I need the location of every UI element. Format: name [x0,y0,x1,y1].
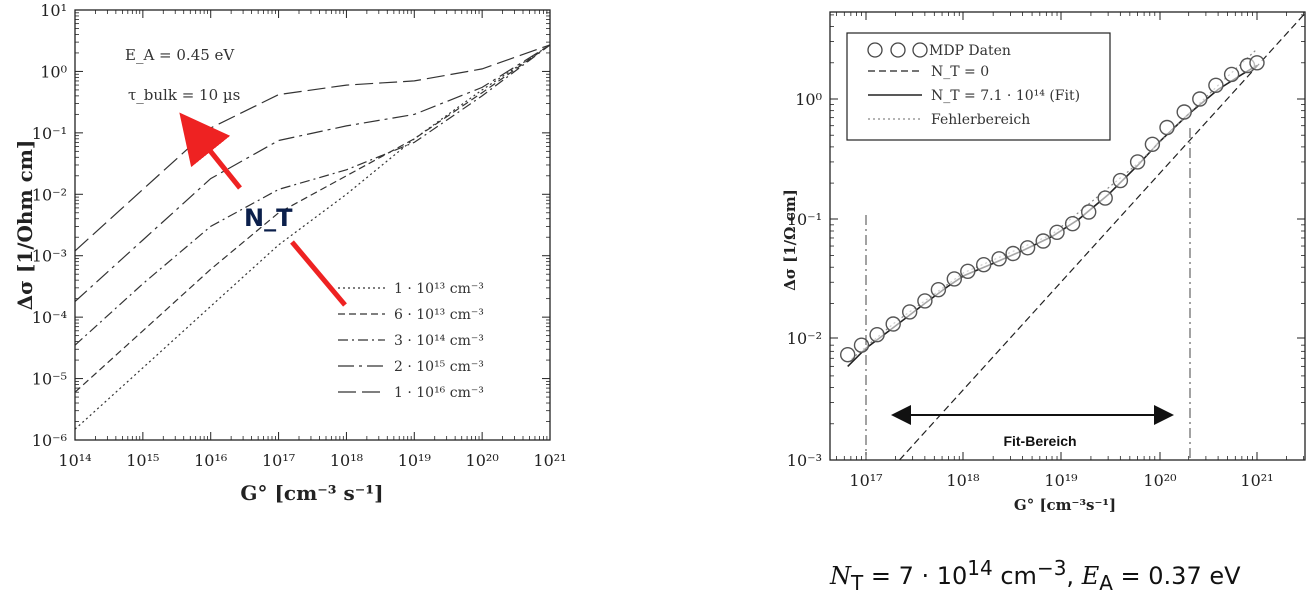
right-y-tick-label: 10⁻² [787,329,822,348]
left-x-tick-label: 10¹⁶ [194,451,227,470]
right-y-axis-label: Δσ [1/Ω cm] [781,189,799,291]
left-annotation-tau: τ_bulk = 10 µs [128,86,240,104]
left-x-tick-label: 10¹⁵ [126,451,159,470]
left-y-tick-label: 10¹ [40,1,67,20]
right-y-tick-label: 10⁰ [795,90,822,109]
fit-range-label: Fit-Bereich [1003,433,1076,449]
left-series-line [74,44,551,252]
caption-nt-subscript: T [851,570,864,595]
right-x-tick-label: 10²¹ [1240,471,1273,490]
left-y-tick-label: 10⁻⁶ [32,431,67,450]
mdp-data-point [853,337,870,353]
mdp-data-point [917,293,933,309]
mdp-data-point [1112,172,1129,189]
left-x-tick-label: 10¹⁷ [262,451,295,470]
mdp-data-point [1176,104,1192,120]
left-x-axis-label: G° [cm⁻³ s⁻¹] [240,481,383,505]
mdp-data-point [902,304,918,320]
caption-ea-value: = 0.37 eV [1112,562,1241,590]
left-y-tick-label: 10⁻⁴ [32,308,67,327]
mdp-data-point [1019,240,1036,256]
left-y-tick-label: 10⁻¹ [32,124,67,143]
left-series-line [74,44,551,346]
right-legend-label: N_T = 0 [931,64,989,80]
left-legend-label: 3 · 10¹⁴ cm⁻³ [394,333,484,349]
left-y-axis-label: Δσ [1/Ohm cm] [13,140,37,311]
left-legend-label: 1 · 10¹³ cm⁻³ [394,281,484,297]
right-chart: 10¹⁷ 10¹⁸ 10¹⁹ 10²⁰ 10²¹ 10⁻³ 10⁻² 10⁻¹ 10⁰ Fit-… [781,11,1306,514]
right-legend-label: MDP Daten [929,43,1011,59]
right-legend-circle-marker [912,42,928,58]
caption-nt-value: = 7 · 10 [863,562,968,590]
left-legend-label: 2 · 10¹⁵ cm⁻³ [394,359,484,375]
left-y-tick-label: 10⁰ [40,62,67,81]
left-x-tick-label: 10¹⁹ [398,451,432,470]
left-series-line [74,44,551,302]
right-x-tick-label: 10²⁰ [1143,471,1176,490]
right-y-tick-label: 10⁻¹ [787,210,822,229]
left-series-line [74,44,551,430]
left-legend: 1 · 10¹³ cm⁻³ 6 · 10¹³ cm⁻³ 3 · 10¹⁴ cm⁻³ 2… [338,281,484,401]
right-legend-label: N_T = 7.1 · 10¹⁴ (Fit) [931,88,1080,104]
mdp-data-point [976,257,992,273]
nt-label: N_T [244,204,293,232]
mdp-data-point [1192,91,1208,107]
right-legend: MDP Daten N_T = 0 N_T = 7.1 · 10¹⁴ (Fit) Fe… [846,32,1111,141]
mdp-data-point [1035,233,1051,249]
right-series-line [899,14,1305,461]
caption-nt-unit: cm [992,562,1037,590]
caption-nt-symbol: N [830,562,851,590]
nt-arrow-lower [290,240,347,307]
left-y-tick-label: 10⁻⁵ [32,370,67,389]
caption-nt-exponent: 14 [967,556,993,580]
mdp-data-point [840,347,856,363]
mdp-data-point [1144,136,1161,153]
left-series-line [74,44,551,393]
right-x-tick-label: 10¹⁸ [946,471,979,490]
left-x-tick-label: 10²⁰ [466,451,499,470]
caption: NT = 7 · 1014 cm−3, EA = 0.37 eV [830,556,1241,595]
mdp-data-point [1159,119,1175,136]
mdp-data-point [1097,190,1113,206]
left-annotation-ea: E_A = 0.45 eV [125,46,235,64]
mdp-data-point [1049,224,1065,241]
mdp-data-point [960,263,976,279]
right-legend-label: Fehlerbereich [931,112,1030,128]
right-x-axis-label: G° [cm⁻³s⁻¹] [1014,496,1116,514]
left-x-tick-label: 10¹⁴ [58,451,91,470]
right-legend-circle-marker [890,42,906,58]
left-y-tick-label: 10⁻³ [32,247,67,266]
mdp-data-point [885,316,901,332]
right-x-tick-label: 10¹⁹ [1044,471,1078,490]
caption-ea-subscript: A [1099,570,1113,595]
mdp-data-point [1080,204,1097,220]
left-y-tick-label: 10⁻² [32,185,67,204]
mdp-data-point [1249,55,1265,71]
left-legend-label: 1 · 10¹⁶ cm⁻³ [394,385,484,401]
right-x-tick-label: 10¹⁷ [849,471,882,490]
mdp-data-point [1064,215,1081,232]
caption-ea-symbol: E [1081,562,1100,590]
mdp-data-point [869,327,885,343]
right-plot-frame [829,11,1306,461]
caption-unit-exponent: −3 [1036,556,1067,580]
left-legend-label: 6 · 10¹³ cm⁻³ [394,307,484,323]
caption-separator: , [1066,562,1082,590]
mdp-data-point [1129,154,1146,170]
mdp-data-point [1223,66,1240,83]
right-y-tick-label: 10⁻³ [787,451,822,470]
nt-arrow-upper [179,112,242,190]
left-chart: 10¹⁴ 10¹⁵ 10¹⁶ 10¹⁷ 10¹⁸ 10¹⁹ 10²⁰ 10²¹ 10⁻⁶ 10⁻⁵… [13,1,567,505]
mdp-data-point [946,271,962,287]
left-plot-frame [74,9,551,441]
mdp-data-point [930,282,947,298]
right-legend-circle-marker [867,42,883,58]
left-x-tick-label: 10¹⁸ [330,451,363,470]
mdp-data-point [991,251,1007,267]
mdp-data-point [1005,245,1021,262]
mdp-data-point [1208,77,1224,94]
left-x-tick-label: 10²¹ [533,451,566,470]
